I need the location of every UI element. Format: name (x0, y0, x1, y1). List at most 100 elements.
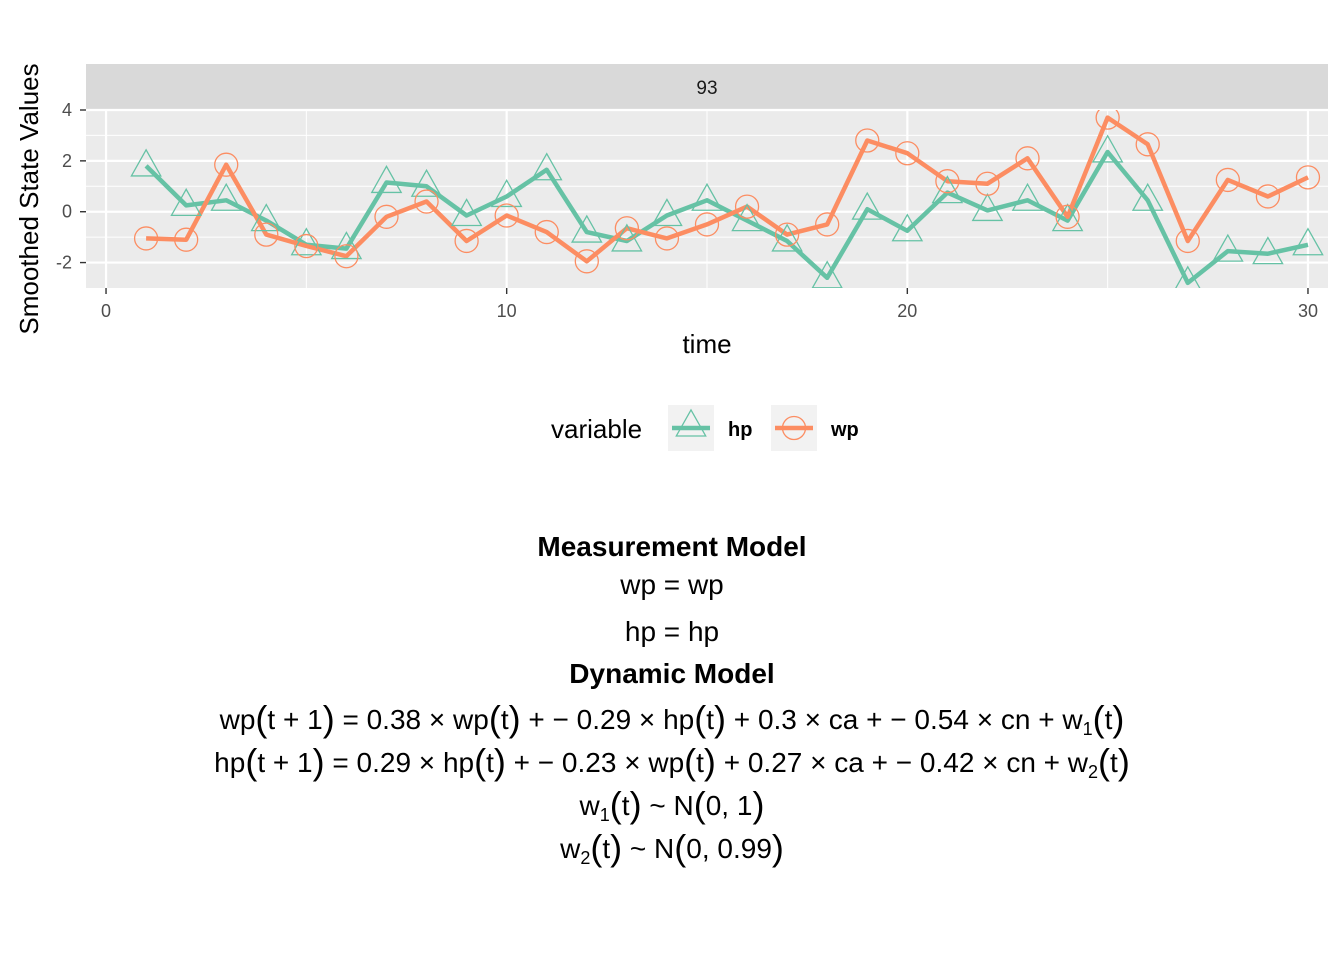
d2-v4: cn (1006, 747, 1036, 778)
series-line-wp (146, 115, 1309, 264)
point-hp (1212, 233, 1244, 262)
point-wp (815, 212, 840, 237)
y-tick-label: 2 (62, 151, 72, 171)
point-wp (414, 189, 439, 214)
chart-svg: 93 0 10 20 30 -2 0 2 4 time Smoothed State Valu… (14, 63, 1328, 451)
d1-c2: 0.29 (576, 704, 632, 735)
d1-v4: cn (1000, 704, 1031, 735)
point-wp (895, 141, 920, 166)
point-wp (214, 152, 239, 177)
noise-eq-2: w2(t) ~ N(0, 0.99) (560, 827, 784, 868)
d1-v3: ca (828, 704, 859, 735)
point-wp (614, 216, 640, 241)
point-wp (534, 219, 559, 245)
point-hp (490, 179, 523, 208)
point-hp (971, 193, 1004, 222)
point-wp (1055, 204, 1080, 229)
point-hp (1252, 236, 1284, 265)
legend-key-marker-wp (781, 415, 807, 441)
point-hp (1091, 134, 1124, 163)
point-wp (1215, 167, 1240, 193)
point-wp (1015, 146, 1040, 171)
point-hp (1131, 182, 1164, 211)
legend-title: variable (551, 414, 642, 444)
d2-v2: wp (648, 747, 685, 778)
n1-var: 1 (736, 790, 753, 821)
point-wp (654, 226, 680, 251)
legend-key-marker-hp (675, 408, 707, 437)
point-wp (975, 171, 1000, 196)
x-tick-label: 20 (897, 301, 917, 321)
point-hp (450, 198, 483, 227)
facet-label: 93 (696, 78, 717, 99)
x-tick-label: 30 (1298, 301, 1318, 321)
dynamic-eq-hp: hp(t + 1) = 0.29 × hp(t) + − 0.23 × wp(t… (214, 741, 1130, 782)
d1-c1: 0.38 (366, 704, 422, 735)
n2-sub: 2 (580, 848, 591, 868)
point-wp (254, 222, 279, 247)
point-wp (1255, 184, 1281, 209)
dynamic-model-title: Dynamic Model (569, 658, 775, 689)
d2-noise-sub: 2 (1088, 762, 1099, 782)
point-wp (935, 169, 960, 194)
point-hp (210, 182, 243, 211)
legend-label-wp: wp (830, 419, 859, 441)
d2-c1: 0.29 (356, 747, 412, 778)
d2-c3: 0.27 (747, 747, 803, 778)
d1-v2: hp (663, 704, 695, 735)
point-hp (691, 182, 723, 211)
point-hp (170, 187, 202, 216)
point-hp (250, 203, 283, 232)
x-axis-title: time (682, 329, 731, 359)
d2-v1: hp (442, 747, 475, 778)
point-hp (530, 152, 563, 181)
dynamic-eq-wp: wp(t + 1) = 0.38 × wp(t) + − 0.29 × hp(t… (219, 698, 1125, 739)
point-wp (1295, 165, 1321, 190)
measurement-eq-hp: hp = hp (624, 616, 720, 647)
y-tick-label: -2 (56, 253, 72, 273)
point-wp (1095, 110, 1120, 130)
legend-label-hp: hp (728, 419, 752, 441)
series-layer (130, 110, 1324, 288)
point-hp (1175, 265, 1201, 288)
point-wp (1175, 228, 1200, 254)
measurement-model-title: Measurement Model (537, 531, 807, 562)
point-hp (651, 198, 683, 227)
point-wp (494, 203, 519, 228)
point-wp (774, 222, 800, 247)
d1-noise-sub: 1 (1082, 719, 1093, 739)
n1-sub: 1 (599, 805, 610, 825)
point-hp (330, 231, 363, 260)
point-hp (1051, 203, 1084, 232)
point-hp (410, 168, 443, 197)
d2-c4: 0.42 (919, 747, 975, 778)
point-wp (454, 228, 479, 254)
d2-var: hp (214, 747, 246, 778)
y-tick-label: 0 (62, 202, 72, 222)
point-hp (891, 213, 924, 242)
point-hp (130, 148, 162, 177)
point-hp (1292, 227, 1324, 256)
m1-lhs: wp (620, 569, 657, 600)
d1-var: wp (219, 704, 256, 735)
d2-v3: ca (834, 747, 864, 778)
point-hp (771, 223, 803, 252)
axes: 0 10 20 30 -2 0 2 4 (56, 100, 1318, 321)
measurement-eq-wp: wp = wp (620, 569, 724, 600)
x-tick-label: 10 (497, 301, 517, 321)
n2-var: 0.99 (717, 833, 772, 864)
point-wp (734, 194, 760, 219)
legend: variable hp wp (551, 405, 859, 451)
point-wp (334, 244, 359, 269)
y-axis-title: Smoothed State Values (14, 63, 44, 334)
d1-c4: 0.54 (914, 704, 969, 735)
point-wp (1135, 132, 1160, 157)
point-wp (174, 227, 199, 252)
point-wp (574, 249, 599, 274)
point-wp (855, 128, 880, 153)
point-wp (294, 233, 319, 259)
x-tick-label: 0 (101, 301, 111, 321)
y-tick-label: 4 (62, 100, 72, 120)
point-wp (133, 226, 159, 251)
point-hp (290, 227, 323, 256)
